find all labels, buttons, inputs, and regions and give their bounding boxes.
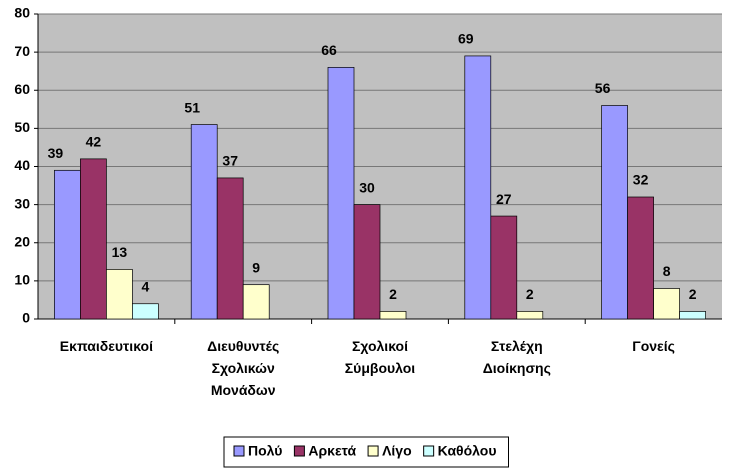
data-label: 13 — [112, 244, 128, 260]
data-label: 56 — [595, 80, 611, 96]
bar — [216, 177, 244, 320]
bar — [242, 284, 270, 320]
bar — [327, 67, 355, 320]
y-tick-label: 0 — [22, 310, 30, 326]
bar — [679, 311, 706, 320]
data-label: 69 — [458, 31, 474, 47]
y-tick-label: 80 — [14, 5, 30, 21]
y-tick-label: 60 — [14, 81, 30, 97]
bar — [627, 196, 654, 320]
legend-label: Πολύ — [248, 443, 282, 459]
data-label: 37 — [222, 153, 238, 169]
y-tick-label: 30 — [14, 195, 30, 211]
data-label: 2 — [526, 286, 534, 302]
data-label: 42 — [86, 134, 102, 150]
data-label: 2 — [689, 286, 697, 302]
legend-swatch — [367, 445, 379, 457]
bar — [132, 303, 159, 320]
legend-label: Καθόλου — [438, 443, 497, 459]
x-tick-label: Σχολικοί Σύμβουλοι — [345, 338, 416, 376]
y-tick-label: 50 — [14, 119, 30, 135]
bar — [379, 311, 407, 320]
legend-swatch — [233, 445, 245, 457]
data-label: 9 — [252, 259, 260, 275]
bar — [353, 204, 381, 320]
data-label: 51 — [184, 99, 200, 115]
legend-swatch — [423, 445, 435, 457]
bar — [490, 215, 518, 320]
data-label: 39 — [48, 145, 64, 161]
data-label: 4 — [142, 278, 150, 294]
x-tick-label: Διευθυντές Σχολικών Μονάδων — [207, 338, 279, 398]
x-tick-label: Γονείς — [632, 338, 675, 354]
bar — [80, 158, 107, 320]
data-label: 2 — [389, 286, 397, 302]
data-label: 30 — [359, 179, 375, 195]
bar — [601, 105, 628, 320]
legend-swatch — [293, 445, 305, 457]
bar — [54, 169, 81, 320]
data-label: 66 — [321, 42, 337, 58]
bar — [653, 288, 680, 320]
bar — [190, 124, 218, 320]
y-tick-label: 20 — [14, 233, 30, 249]
data-label: 32 — [633, 172, 649, 188]
legend: Πολύ Αρκετά Λίγο Καθόλου — [223, 436, 509, 468]
y-tick-label: 70 — [14, 43, 30, 59]
data-label: 27 — [496, 191, 512, 207]
bar — [106, 269, 133, 320]
y-tick-label: 40 — [14, 157, 30, 173]
bar — [516, 311, 544, 320]
data-label: 8 — [663, 263, 671, 279]
x-tick-label: Στελέχη Διοίκησης — [483, 338, 551, 376]
legend-label: Αρκετά — [308, 443, 356, 459]
y-tick-label: 10 — [14, 272, 30, 288]
x-tick-label: Εκπαιδευτικοί — [60, 338, 153, 354]
legend-label: Λίγο — [382, 443, 412, 459]
bar — [464, 55, 492, 320]
legend-box — [223, 436, 509, 468]
